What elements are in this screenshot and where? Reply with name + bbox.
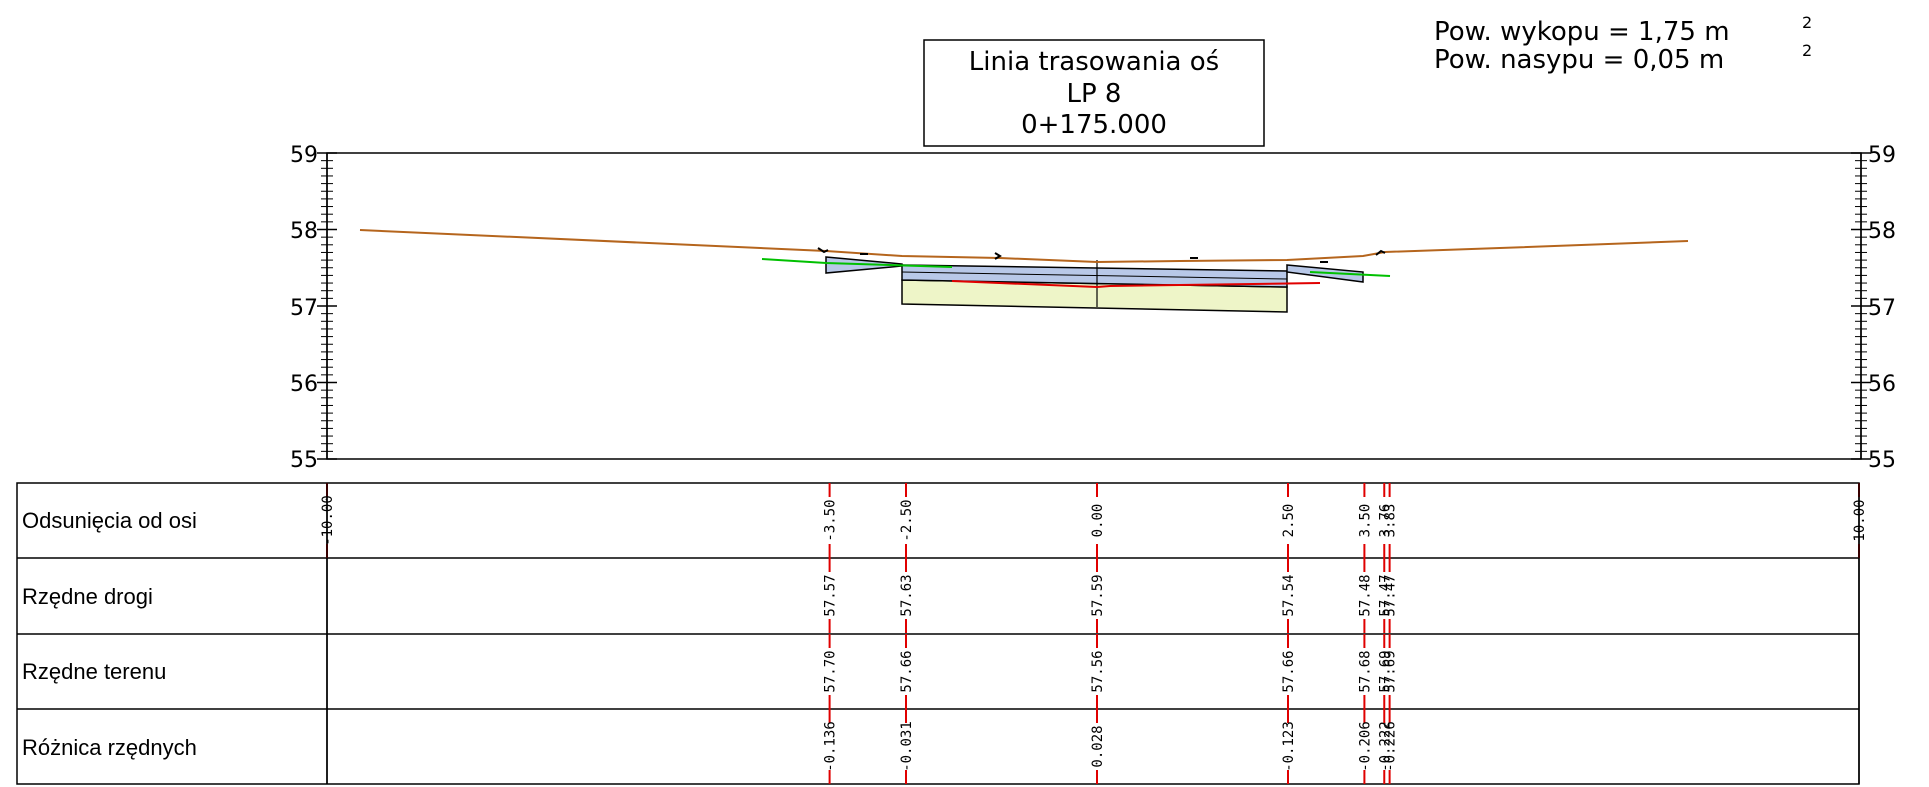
- elevation-label-right-57: 57: [1868, 296, 1896, 321]
- table-cell-road: 57.63: [899, 574, 915, 616]
- pavement-sublayer-line: [901, 271, 1288, 280]
- table-cell-road: 57.54: [1281, 574, 1297, 616]
- table-cell-terrain: 57.66: [1281, 650, 1297, 692]
- elevation-label-right-56: 56: [1868, 372, 1896, 397]
- row-label-offsets: Odsunięcia od osi: [22, 508, 197, 533]
- table-cell-offset: -3.50: [823, 499, 839, 541]
- table-cell-diff: -0.226: [1383, 721, 1399, 772]
- embankment-area: Pow. nasypu = 0,05 m: [1434, 45, 1724, 75]
- table-cell-offset: -2.50: [899, 499, 915, 541]
- table-cell-diff: -0.031: [899, 721, 915, 772]
- table-cell-offset: 2.50: [1281, 504, 1297, 538]
- right-elevation-labels: 59 58 57 56 55: [1868, 143, 1896, 473]
- excavation-area: Pow. wykopu = 1,75 m: [1434, 17, 1730, 47]
- table-cell-road: 57.47: [1383, 574, 1399, 616]
- table-cell-offset: -10.00: [320, 495, 336, 546]
- left-elevation-ticks: [317, 152, 337, 460]
- table-cell-terrain: 57.70: [823, 650, 839, 692]
- section-title-line1: Linia trasowania oś: [969, 47, 1219, 77]
- section-title-line2: LP 8: [1067, 79, 1122, 109]
- table-cell-terrain: 57.69: [1377, 650, 1393, 692]
- elevation-label-left-59: 59: [290, 143, 318, 168]
- table-cell-terrain: 57.69: [1383, 650, 1399, 692]
- table-cell-diff: -0.136: [823, 721, 839, 772]
- table-cell-offset: 3.76: [1377, 504, 1393, 538]
- left-elevation-labels: 59 58 57 56 55: [290, 143, 318, 473]
- elevation-label-right-59: 59: [1868, 143, 1896, 168]
- table-cell-terrain: 57.68: [1357, 650, 1373, 692]
- row-label-terrain-elevations: Rzędne terenu: [22, 659, 166, 684]
- section-title-box: Linia trasowania oś LP 8 0+175.000: [923, 39, 1265, 147]
- left-slope-green-line: [761, 258, 953, 268]
- table-cell-terrain: 57.66: [899, 650, 915, 692]
- table-cell-road: 57.47: [1377, 574, 1393, 616]
- elevation-label-right-55: 55: [1868, 448, 1896, 473]
- right-slope-green-line: [1309, 271, 1391, 277]
- row-label-elevation-difference: Różnica rzędnych: [22, 735, 197, 760]
- table-cell-offset: 10.00: [1852, 499, 1868, 541]
- table-cell-road: 57.59: [1090, 574, 1106, 616]
- table-cell-terrain: 57.56: [1090, 650, 1106, 692]
- elevation-label-right-58: 58: [1868, 219, 1896, 244]
- elevation-label-left-56: 56: [290, 372, 318, 397]
- table-cell-road: 57.57: [823, 574, 839, 616]
- table-cell-road: 57.48: [1357, 574, 1373, 616]
- table-cell-diff: -0.222: [1377, 721, 1393, 772]
- terrain-line: [359, 229, 1689, 264]
- table-cell-diff: -0.206: [1357, 721, 1373, 772]
- road-structure: [825, 256, 1364, 313]
- elevation-label-left-55: 55: [290, 448, 318, 473]
- elevation-label-left-57: 57: [290, 296, 318, 321]
- elevation-label-left-58: 58: [290, 219, 318, 244]
- design-guide-line: [951, 280, 1321, 289]
- data-table: Odsunięcia od osi Rzędne drogi Rzędne te…: [16, 482, 1868, 785]
- table-cell-offset: 3.50: [1357, 504, 1373, 538]
- table-cell-diff: -0.123: [1281, 721, 1297, 772]
- table-cell-offset: 0.00: [1090, 504, 1106, 538]
- table-columns: -10.00 -3.50 57.57 57.70 -0.136 -2.50 57.63 57.…: [320, 483, 1868, 784]
- embankment-area-unit-sup: 2: [1802, 41, 1812, 60]
- table-cell-offset: 3.83: [1383, 504, 1399, 538]
- table-cell-diff: 0.028: [1090, 725, 1106, 767]
- area-summary: Pow. wykopu = 1,75 m 2 Pow. nasypu = 0,0…: [1434, 13, 1812, 75]
- row-label-road-elevations: Rzędne drogi: [22, 584, 153, 609]
- section-title-chainage: 0+175.000: [1021, 110, 1167, 140]
- terrain-point-markers: [817, 247, 1386, 263]
- excavation-area-unit-sup: 2: [1802, 13, 1812, 32]
- right-elevation-ticks: [1851, 152, 1871, 460]
